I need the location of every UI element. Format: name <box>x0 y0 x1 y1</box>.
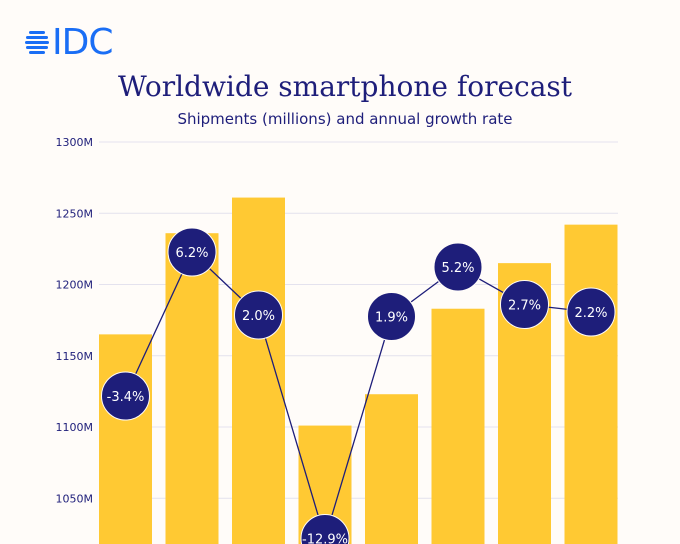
y-tick-label: 1300M <box>56 136 94 149</box>
bar <box>564 224 618 544</box>
growth-marker <box>367 292 416 341</box>
idc-logo: IDC <box>25 22 113 63</box>
logo-text: IDC <box>52 22 113 63</box>
growth-label: 6.2% <box>175 246 208 261</box>
growth-marker <box>101 371 150 421</box>
growth-label: 2.2% <box>574 306 607 321</box>
growth-label: 2.0% <box>242 309 275 324</box>
y-tick-label: 1150M <box>56 350 94 363</box>
growth-label: 5.2% <box>441 261 474 276</box>
growth-marker <box>500 280 549 329</box>
bar <box>165 233 219 544</box>
bar <box>232 197 285 544</box>
growth-label: 1.9% <box>375 311 408 326</box>
bar <box>365 394 418 544</box>
y-tick-label: 1250M <box>56 207 94 220</box>
globe-stripes-icon <box>25 31 49 54</box>
y-tick-label: 1050M <box>56 492 94 505</box>
growth-marker <box>167 227 217 277</box>
y-tick-label: 1200M <box>56 279 94 292</box>
growth-marker <box>234 290 283 340</box>
chart-subtitle: Shipments (millions) and annual growth r… <box>177 110 513 128</box>
growth-label: -12.9% <box>302 533 348 544</box>
chart-title: Worldwide smartphone forecast <box>117 70 573 103</box>
growth-marker <box>566 287 616 337</box>
growth-label: -3.4% <box>107 390 145 405</box>
growth-marker <box>433 242 483 292</box>
bar <box>99 334 152 544</box>
bar <box>431 308 485 544</box>
growth-marker <box>300 514 350 544</box>
y-tick-label: 1100M <box>56 421 94 434</box>
growth-label: 2.7% <box>508 299 541 314</box>
